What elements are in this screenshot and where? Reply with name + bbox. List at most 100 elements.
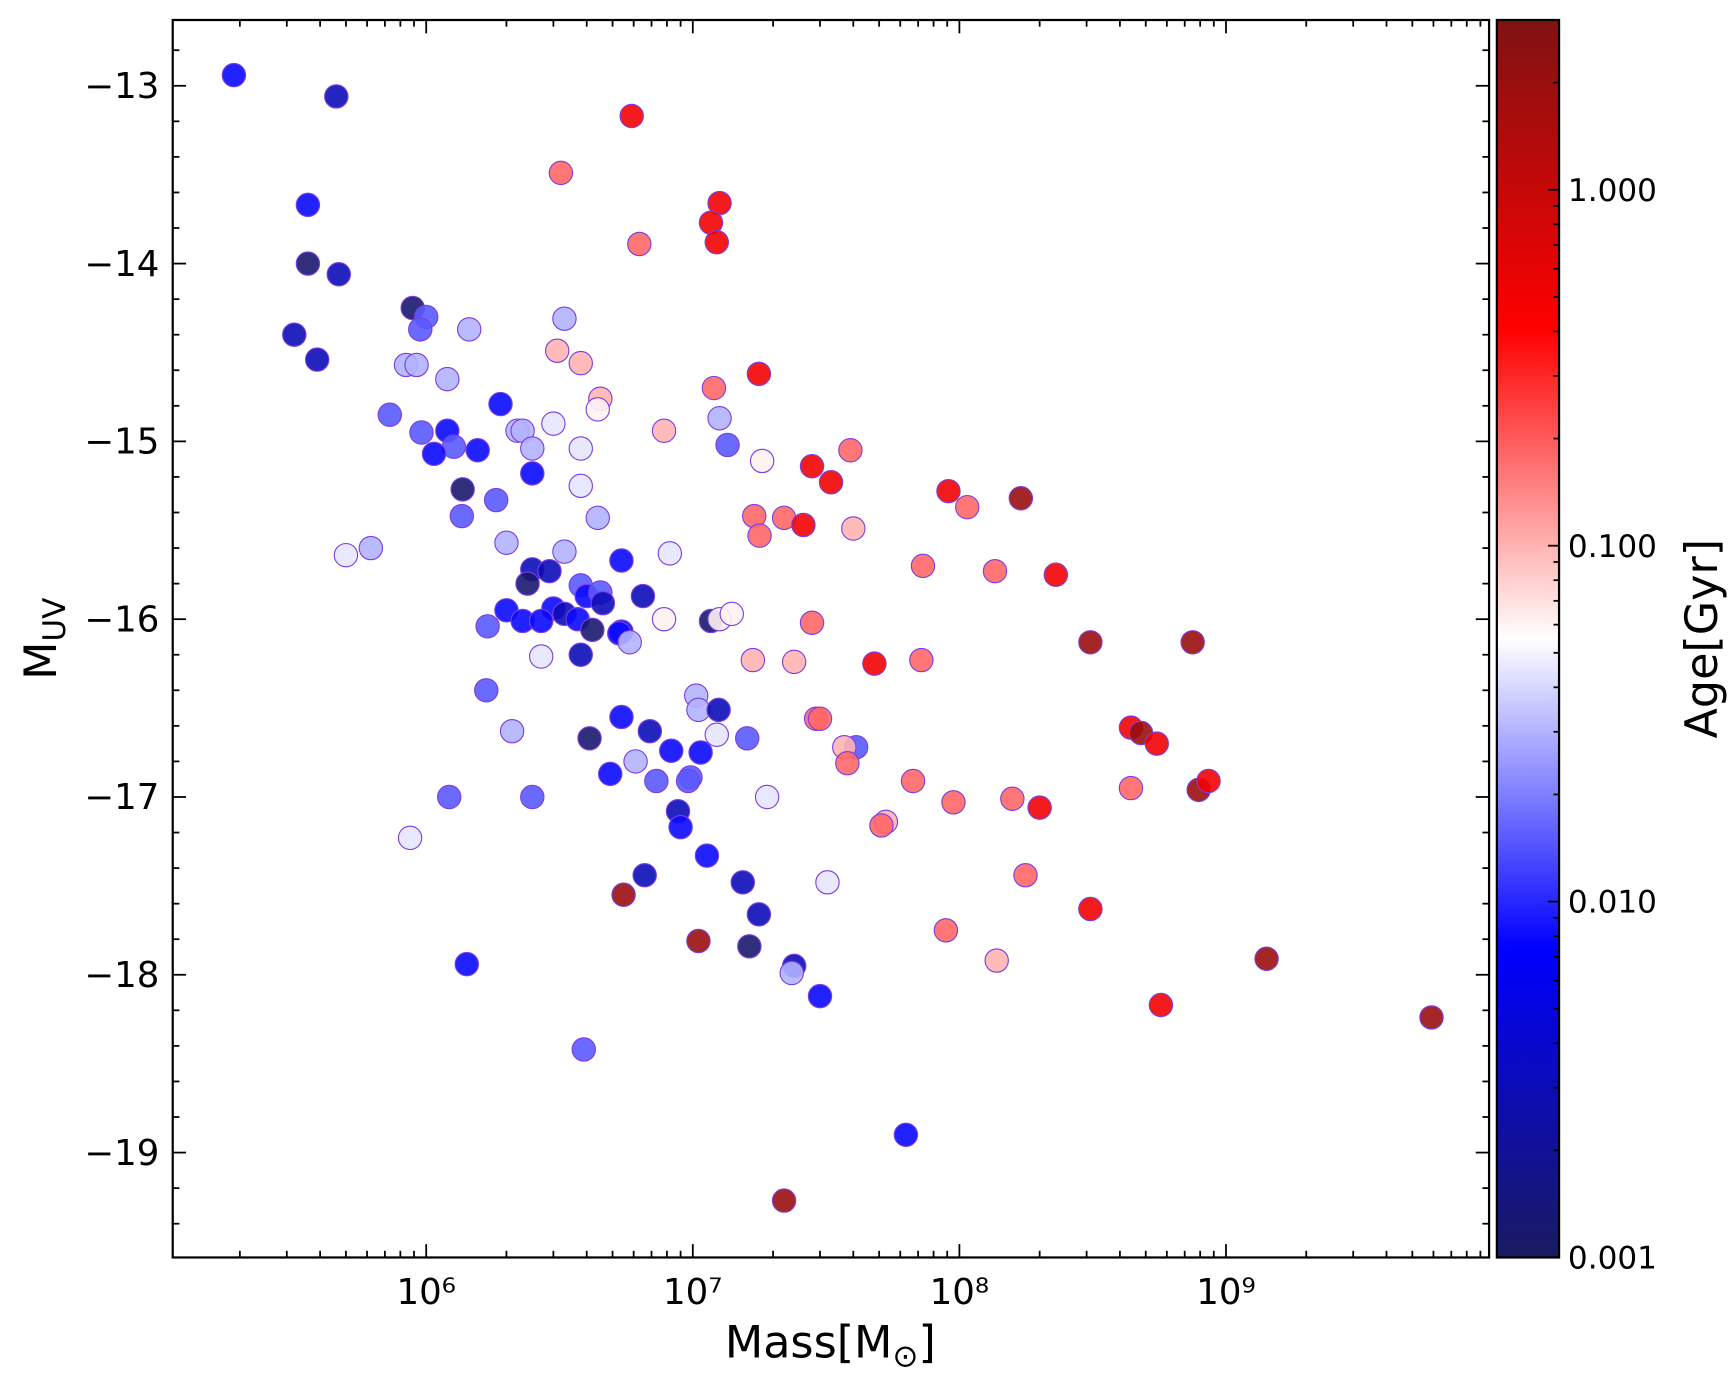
point <box>450 477 475 502</box>
point <box>568 473 593 499</box>
point <box>694 843 720 868</box>
y-tick-label: −16 <box>84 599 159 640</box>
colorbar <box>1495 18 1561 1259</box>
y-axis-label-sub: UV <box>37 597 73 642</box>
point <box>1148 992 1174 1018</box>
point <box>807 706 833 731</box>
point <box>609 704 634 730</box>
point <box>528 644 554 669</box>
point <box>1013 862 1038 888</box>
point <box>651 418 677 443</box>
point <box>668 814 693 840</box>
point <box>862 651 887 676</box>
point <box>686 928 711 954</box>
colorbar-tick-label: 0.001 <box>1568 1241 1657 1277</box>
point <box>734 726 760 751</box>
point <box>397 825 423 851</box>
point <box>740 647 766 673</box>
point <box>520 784 545 810</box>
point <box>933 918 959 943</box>
point <box>449 503 475 529</box>
point <box>585 505 610 531</box>
colorbar-tick-label: 1.000 <box>1568 173 1657 209</box>
y-axis-label-main: M <box>16 642 67 680</box>
point <box>465 438 490 463</box>
point <box>909 647 934 673</box>
point <box>409 420 434 445</box>
point <box>1043 562 1069 587</box>
points <box>221 62 1444 1213</box>
point <box>454 951 480 977</box>
point <box>704 230 729 255</box>
point <box>719 601 744 627</box>
point <box>577 726 602 751</box>
x-axis-label-end: ] <box>918 1317 935 1368</box>
point <box>799 610 825 635</box>
x-axis-label-main: Mass[M <box>725 1317 892 1368</box>
point <box>1254 946 1279 971</box>
point <box>1078 896 1103 922</box>
point <box>781 649 807 675</box>
point <box>835 750 860 776</box>
point <box>900 768 926 794</box>
colorbar-tick-label: 0.010 <box>1568 885 1657 921</box>
point <box>936 478 961 504</box>
point <box>475 614 500 639</box>
point <box>651 606 677 632</box>
point <box>704 722 729 747</box>
point <box>627 231 652 257</box>
point <box>706 697 731 723</box>
point <box>295 192 321 218</box>
point <box>548 160 574 186</box>
point <box>707 406 732 431</box>
point <box>541 411 566 436</box>
point <box>580 617 605 643</box>
point <box>1180 630 1205 655</box>
point <box>623 749 648 774</box>
point <box>818 470 844 495</box>
point <box>474 678 499 703</box>
point <box>747 523 772 548</box>
plot-frame <box>171 18 1491 1259</box>
point <box>421 441 447 467</box>
point <box>791 512 816 538</box>
point <box>644 768 669 794</box>
point <box>754 784 780 810</box>
point <box>617 630 642 655</box>
point <box>749 448 775 474</box>
point <box>1078 630 1103 655</box>
point <box>552 539 577 564</box>
point <box>571 1037 596 1062</box>
point <box>675 768 701 794</box>
point <box>982 558 1008 584</box>
point <box>568 436 593 461</box>
point <box>893 1122 919 1148</box>
point <box>324 84 349 109</box>
point <box>637 718 663 744</box>
x-tick-label: 10⁸ <box>930 1272 989 1313</box>
point <box>333 542 359 568</box>
point <box>869 813 894 838</box>
point <box>520 436 545 461</box>
point <box>1027 795 1052 820</box>
x-tick-label: 10⁶ <box>396 1272 455 1313</box>
point <box>611 882 636 907</box>
point <box>771 1188 797 1213</box>
point <box>1196 768 1221 794</box>
point <box>515 571 540 596</box>
point <box>941 790 966 815</box>
point <box>520 461 545 486</box>
point <box>537 558 562 584</box>
point <box>659 738 684 763</box>
point <box>609 548 634 573</box>
point <box>737 934 762 959</box>
point <box>746 902 772 927</box>
y-tick-label: −18 <box>84 955 159 996</box>
point <box>807 983 833 1009</box>
y-axis-label: MUV <box>16 597 73 680</box>
x-axis-label-sub: ⊙ <box>892 1338 918 1374</box>
y-tick-label: −13 <box>84 66 159 107</box>
point <box>295 251 321 276</box>
point <box>815 870 840 895</box>
